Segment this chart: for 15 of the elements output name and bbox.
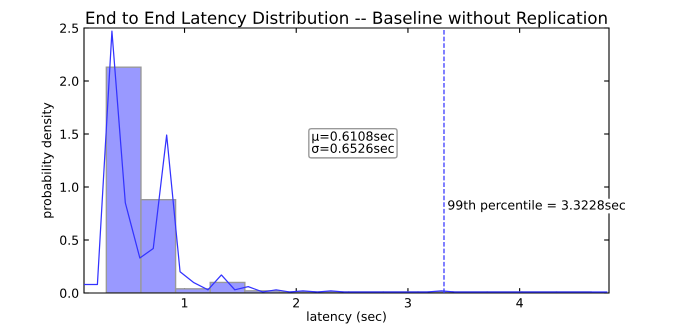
x-axis-title: latency (sec) <box>307 311 386 324</box>
x-tick-label: 3 <box>404 298 411 308</box>
x-tick-label: 1 <box>182 298 188 308</box>
x-tick-label: 2 <box>293 298 299 308</box>
annotation: μ=0.6108sec σ=0.6526sec <box>312 131 394 153</box>
ref-line-label: 99th percentile = 3.3228sec <box>448 200 626 212</box>
y-tick-label: 2.0 <box>60 76 78 86</box>
y-tick-label: 0.5 <box>60 235 78 245</box>
y-axis-title: probability density <box>42 102 54 218</box>
y-tick-label: 1.0 <box>60 182 78 192</box>
y-tick-label: 2.5 <box>60 23 78 33</box>
y-tick-label: 0.0 <box>60 288 78 298</box>
y-tick-label: 1.5 <box>60 130 78 139</box>
chart-title: End to End Latency Distribution -- Baseline without Replication <box>86 11 607 28</box>
x-tick-label: 4 <box>516 298 523 308</box>
